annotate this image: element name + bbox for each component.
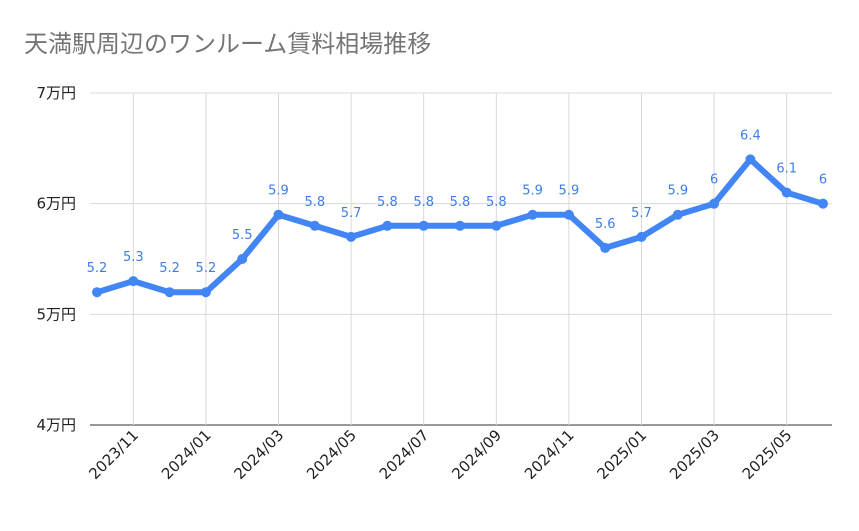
data-point xyxy=(672,209,683,220)
data-label: 5.2 xyxy=(196,261,217,276)
data-point xyxy=(346,231,357,242)
data-point xyxy=(600,242,611,253)
data-label: 5.8 xyxy=(450,195,471,210)
x-tick-label: 2024/01 xyxy=(158,426,215,483)
data-point xyxy=(164,287,175,298)
x-tick-label: 2024/11 xyxy=(521,426,578,483)
y-tick-label: 6万円 xyxy=(36,195,76,213)
data-point xyxy=(491,220,502,231)
data-point xyxy=(527,209,538,220)
data-point xyxy=(200,287,211,298)
y-tick-label: 5万円 xyxy=(36,305,76,323)
data-point xyxy=(273,209,284,220)
data-label: 5.5 xyxy=(232,228,253,243)
data-label: 6 xyxy=(819,173,827,188)
x-tick-label: 2024/07 xyxy=(376,426,433,483)
data-label: 6.4 xyxy=(740,128,761,143)
x-tick-label: 2024/09 xyxy=(448,426,505,483)
data-label: 5.8 xyxy=(304,195,325,210)
data-label: 5.6 xyxy=(595,217,616,232)
x-tick-label: 2023/11 xyxy=(85,426,142,483)
data-label: 5.9 xyxy=(268,184,289,199)
data-label: 6.1 xyxy=(776,162,797,177)
data-label: 5.7 xyxy=(631,206,652,221)
data-point xyxy=(636,231,647,242)
data-label: 5.9 xyxy=(522,184,543,199)
x-tick-label: 2025/03 xyxy=(666,426,723,483)
data-point xyxy=(92,287,102,298)
y-tick-label: 7万円 xyxy=(36,84,76,102)
data-point xyxy=(709,198,720,209)
data-point xyxy=(563,209,574,220)
data-label: 5.3 xyxy=(123,250,144,265)
data-point xyxy=(418,220,429,231)
data-point xyxy=(455,220,465,231)
data-label: 5.8 xyxy=(377,195,398,210)
x-tick-label: 2024/03 xyxy=(231,426,288,483)
x-tick-label: 2025/01 xyxy=(594,426,651,483)
data-point xyxy=(382,220,393,231)
y-tick-label: 4万円 xyxy=(36,416,76,434)
data-point xyxy=(237,254,248,264)
data-label: 6 xyxy=(710,173,718,188)
data-point xyxy=(781,187,792,198)
data-point xyxy=(818,198,828,209)
data-label: 5.9 xyxy=(559,184,580,199)
data-label: 5.2 xyxy=(159,261,180,276)
chart-title: 天満駅周辺のワンルーム賃料相場推移 xyxy=(24,30,432,58)
x-tick-label: 2025/05 xyxy=(739,426,796,483)
data-label: 5.7 xyxy=(341,206,362,221)
data-label: 5.8 xyxy=(413,195,434,210)
data-label: 5.8 xyxy=(486,195,507,210)
data-point xyxy=(745,154,756,165)
x-tick-label: 2024/05 xyxy=(303,426,360,483)
data-point xyxy=(128,276,139,287)
data-label: 5.2 xyxy=(87,261,108,276)
data-point xyxy=(309,220,320,231)
data-label: 5.9 xyxy=(667,184,688,199)
